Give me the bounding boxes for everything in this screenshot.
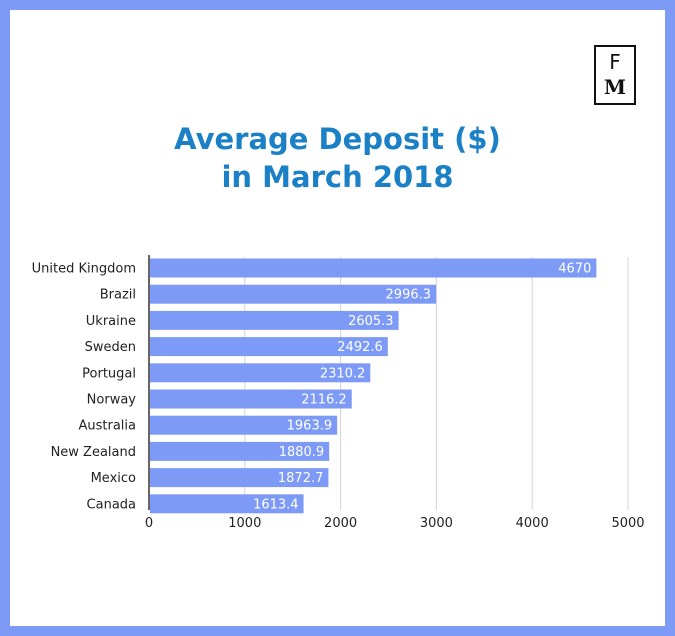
value-label: 1880.9 — [279, 445, 325, 460]
chart-title-line1: Average Deposit ($) — [174, 122, 501, 156]
bar — [150, 363, 371, 383]
value-label: 2996.3 — [386, 288, 432, 303]
bar — [150, 468, 329, 488]
x-tick-label: 0 — [145, 516, 153, 531]
logo-letter-f: F — [609, 50, 621, 74]
value-label: 4670 — [558, 262, 591, 277]
bar — [150, 310, 399, 330]
category-label: Canada — [87, 497, 136, 512]
bar — [150, 258, 597, 278]
bar — [150, 441, 330, 461]
category-label: New Zealand — [51, 445, 136, 460]
category-label: Australia — [78, 419, 136, 434]
value-label: 2492.6 — [337, 340, 383, 355]
x-tick-label: 1000 — [228, 516, 261, 531]
value-label: 2310.2 — [320, 366, 366, 381]
x-tick-label: 4000 — [516, 516, 549, 531]
logo-letter-m: M — [603, 75, 627, 99]
bar — [150, 415, 338, 435]
category-label: Portugal — [82, 366, 136, 381]
bar — [150, 337, 388, 357]
x-tick-label: 2000 — [324, 516, 357, 531]
category-label: Brazil — [100, 288, 136, 303]
category-label: Sweden — [85, 340, 136, 355]
category-label: Norway — [87, 393, 137, 408]
fm-logo: F M — [594, 45, 636, 105]
x-tick-label: 5000 — [611, 516, 644, 531]
bar — [150, 389, 352, 409]
x-tick-label: 3000 — [420, 516, 453, 531]
chart-title: Average Deposit ($) in March 2018 — [0, 120, 675, 196]
value-label: 1872.7 — [278, 471, 324, 486]
value-label: 2116.2 — [301, 393, 347, 408]
value-label: 1613.4 — [253, 497, 299, 512]
category-label: Mexico — [91, 471, 136, 486]
value-label: 1963.9 — [287, 419, 333, 434]
value-label: 2605.3 — [348, 314, 394, 329]
category-label: Ukraine — [86, 314, 136, 329]
bar — [150, 494, 304, 514]
category-label: United Kingdom — [32, 262, 136, 277]
bar — [150, 284, 437, 304]
chart-title-line2: in March 2018 — [221, 160, 454, 194]
